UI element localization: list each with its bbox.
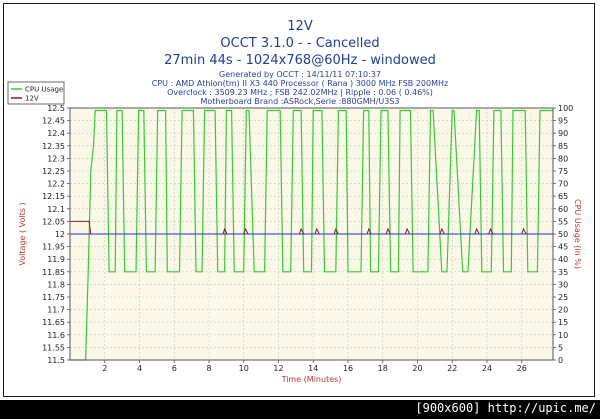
x-tick-label: 8 (206, 364, 211, 373)
y-tick-label-left: 11.95 (42, 243, 65, 252)
y-tick-label-right: 85 (558, 142, 568, 151)
x-tick-label: 4 (137, 364, 142, 373)
info-line-4: Motherboard Brand :ASRock,Serie :880GMH/… (200, 97, 399, 106)
legend: CPU Usage 12V (7, 81, 65, 105)
y-axis-label-left: Voltage ( Volts ) (18, 202, 27, 265)
y-tick-label-left: 11.6 (47, 331, 65, 340)
y-axis-label-right: CPU Usage (in %) (573, 199, 582, 269)
x-tick-label: 12 (273, 364, 283, 373)
x-tick-label: 18 (378, 364, 388, 373)
footer-bar: [900x600] http://upic.me/ (0, 400, 600, 419)
x-tick-label: 2 (102, 364, 107, 373)
chart-title: 12V (287, 19, 313, 34)
y-tick-label-right: 60 (558, 205, 568, 214)
y-tick-label-right: 80 (558, 154, 568, 163)
x-tick-label: 14 (308, 364, 318, 373)
y-tick-label-right: 95 (558, 117, 568, 126)
y-tick-label-left: 12.1 (47, 205, 65, 214)
y-tick-label-left: 12.4 (47, 129, 65, 138)
y-tick-label-left: 11.5 (47, 356, 65, 365)
y-tick-label-left: 12.2 (47, 180, 65, 189)
info-line-3: Overclock : 3509.23 MHz ; FSB 242.02MHz … (167, 88, 433, 97)
chart-subtitle-1: OCCT 3.1.0 - - Cancelled (220, 36, 379, 51)
x-tick-label: 6 (172, 364, 177, 373)
x-tick-label: 16 (343, 364, 353, 373)
series-group (70, 109, 553, 361)
y-tick-label-right: 30 (558, 280, 568, 289)
y-tick-label-left: 12 (55, 230, 65, 239)
y-tick-label-right: 75 (558, 167, 568, 176)
y-tick-label-right: 20 (558, 306, 568, 315)
y-tick-label-right: 10 (558, 331, 568, 340)
y-tick-label-right: 25 (558, 293, 568, 302)
y-tick-label-left: 11.65 (42, 318, 65, 327)
x-ticks: 2 4 6 8 10 12 14 16 18 20 22 24 26 (102, 360, 527, 373)
frame-border (3, 3, 595, 397)
chart-subtitle-2: 27min 44s - 1024x768@60Hz - windowed (164, 53, 436, 68)
y-tick-label-right: 70 (558, 180, 568, 189)
y-ticks-left: 11.5 11.55 11.6 11.65 11.7 11.75 11.8 11.85 11.9… (42, 104, 70, 365)
x-tick-label: 26 (517, 364, 527, 373)
y-tick-label-right: 0 (558, 356, 563, 365)
footer-text: [900x600] http://upic.me/ (415, 401, 596, 415)
y-tick-label-right: 35 (558, 268, 568, 277)
info-line-2: CPU : AMD Athlon(tm) II X3 440 Processor… (152, 79, 448, 88)
y-tick-label-left: 12.45 (42, 117, 65, 126)
info-line-1: Generated by OCCT : 14/11/11 07:10:37 (219, 70, 381, 79)
y-tick-label-left: 11.85 (42, 268, 65, 277)
y-tick-label-left: 12.35 (42, 142, 65, 151)
x-tick-label: 20 (412, 364, 422, 373)
x-tick-label: 10 (239, 364, 249, 373)
y-tick-label-left: 11.55 (42, 343, 65, 352)
y-tick-label-right: 90 (558, 129, 568, 138)
legend-label-cpu-usage: CPU Usage (25, 86, 63, 94)
y-tick-label-right: 65 (558, 192, 568, 201)
y-ticks-right: 0 5 10 15 20 25 30 35 40 45 50 55 60 65 70 75 80 85 90 95 10… (553, 104, 573, 365)
y-tick-label-left: 12.25 (42, 167, 65, 176)
y-tick-label-left: 11.8 (47, 280, 65, 289)
y-tick-label-right: 100 (558, 104, 573, 113)
x-tick-label: 22 (447, 364, 457, 373)
legend-label-12v: 12V (25, 95, 39, 103)
y-tick-label-right: 45 (558, 243, 568, 252)
y-tick-label-left: 12.3 (47, 154, 65, 163)
y-tick-label-left: 11.7 (47, 306, 65, 315)
y-tick-label-right: 15 (558, 318, 568, 327)
y-tick-label-left: 12.5 (47, 104, 65, 113)
chart-svg: 12V OCCT 3.1.0 - - Cancelled 27min 44s -… (7, 19, 582, 384)
cpu-usage-line (70, 109, 553, 361)
y-tick-label-left: 12.05 (42, 217, 65, 226)
y-tick-label-right: 50 (558, 230, 568, 239)
y-tick-label-left: 11.9 (47, 255, 65, 264)
y-tick-label-right: 5 (558, 343, 563, 352)
y-tick-label-right: 40 (558, 255, 568, 264)
y-tick-label-left: 11.75 (42, 293, 65, 302)
y-tick-label-left: 12.15 (42, 192, 65, 201)
x-tick-label: 24 (482, 364, 492, 373)
x-axis-label: Time (Minutes) (281, 375, 342, 384)
y-tick-label-right: 55 (558, 217, 568, 226)
plot-border (69, 107, 554, 361)
